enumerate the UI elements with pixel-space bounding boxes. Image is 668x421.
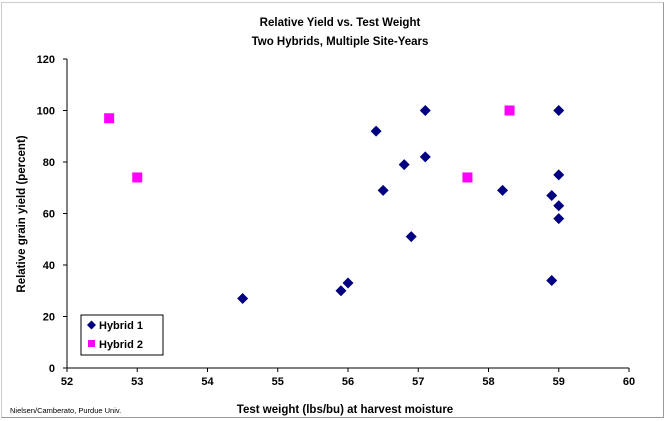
x-tick-label: 59 bbox=[553, 376, 565, 388]
hybrid-1-point bbox=[497, 184, 509, 196]
hybrid-1-point bbox=[553, 213, 565, 225]
legend: Hybrid 1 Hybrid 2 bbox=[80, 314, 164, 356]
y-tick-label: 80 bbox=[43, 157, 55, 169]
y-tick-label: 0 bbox=[49, 363, 55, 375]
hybrid-2-point bbox=[104, 113, 115, 124]
tick-labels: 0 20 40 60 80 100 120 52 53 54 55 56 57 58 59 60 bbox=[37, 54, 635, 388]
legend-label-hybrid-2: Hybrid 2 bbox=[99, 339, 143, 351]
hybrid-1-point bbox=[553, 200, 565, 212]
hybrid-1-point bbox=[342, 277, 354, 289]
legend-label-hybrid-1: Hybrid 1 bbox=[99, 320, 143, 332]
x-tick-label: 52 bbox=[61, 376, 73, 388]
x-tick-label: 58 bbox=[482, 376, 494, 388]
x-tick-label: 56 bbox=[342, 376, 354, 388]
hybrid-1-point bbox=[398, 159, 410, 171]
x-tick-label: 53 bbox=[131, 376, 143, 388]
hybrid-1-point bbox=[419, 105, 431, 116]
data-points bbox=[104, 105, 565, 304]
x-tick-label: 55 bbox=[272, 376, 284, 388]
chart-title: Relative Yield vs. Test Weight bbox=[260, 17, 421, 29]
y-tick-label: 120 bbox=[37, 54, 55, 66]
y-axis-label: Relative grain yield (percent) bbox=[16, 135, 28, 292]
hybrid-2-point bbox=[504, 105, 515, 116]
y-tick-label: 100 bbox=[37, 106, 55, 118]
hybrid-1-point bbox=[335, 285, 347, 297]
x-tick-label: 57 bbox=[412, 376, 424, 388]
y-tick-label: 40 bbox=[43, 260, 55, 272]
hybrid-1-point bbox=[377, 184, 389, 196]
hybrid-2-point bbox=[462, 172, 473, 183]
hybrid-1-point bbox=[370, 125, 382, 137]
legend-marker-hybrid-2 bbox=[88, 340, 95, 347]
x-tick-label: 54 bbox=[201, 376, 214, 388]
source-credit: Nielsen/Camberato, Purdue Univ. bbox=[10, 406, 121, 415]
legend-marker-hybrid-1 bbox=[87, 320, 96, 330]
y-tick-label: 20 bbox=[43, 312, 55, 324]
hybrid-1-point bbox=[419, 151, 431, 163]
hybrid-2-point bbox=[132, 172, 143, 183]
legend-box bbox=[80, 314, 164, 356]
y-tick-label: 60 bbox=[43, 209, 55, 221]
hybrid-1-point bbox=[405, 231, 417, 243]
hybrid-1-point bbox=[546, 274, 558, 286]
axes bbox=[63, 58, 630, 372]
hybrid-1-point bbox=[553, 105, 565, 116]
hybrid-1-point bbox=[546, 189, 558, 201]
x-axis-label: Test weight (lbs/bu) at harvest moisture bbox=[237, 404, 453, 416]
chart-subtitle: Two Hybrids, Multiple Site-Years bbox=[252, 36, 429, 48]
hybrid-1-point bbox=[237, 292, 249, 304]
x-tick-label: 60 bbox=[623, 376, 635, 388]
hybrid-1-point bbox=[553, 169, 565, 181]
